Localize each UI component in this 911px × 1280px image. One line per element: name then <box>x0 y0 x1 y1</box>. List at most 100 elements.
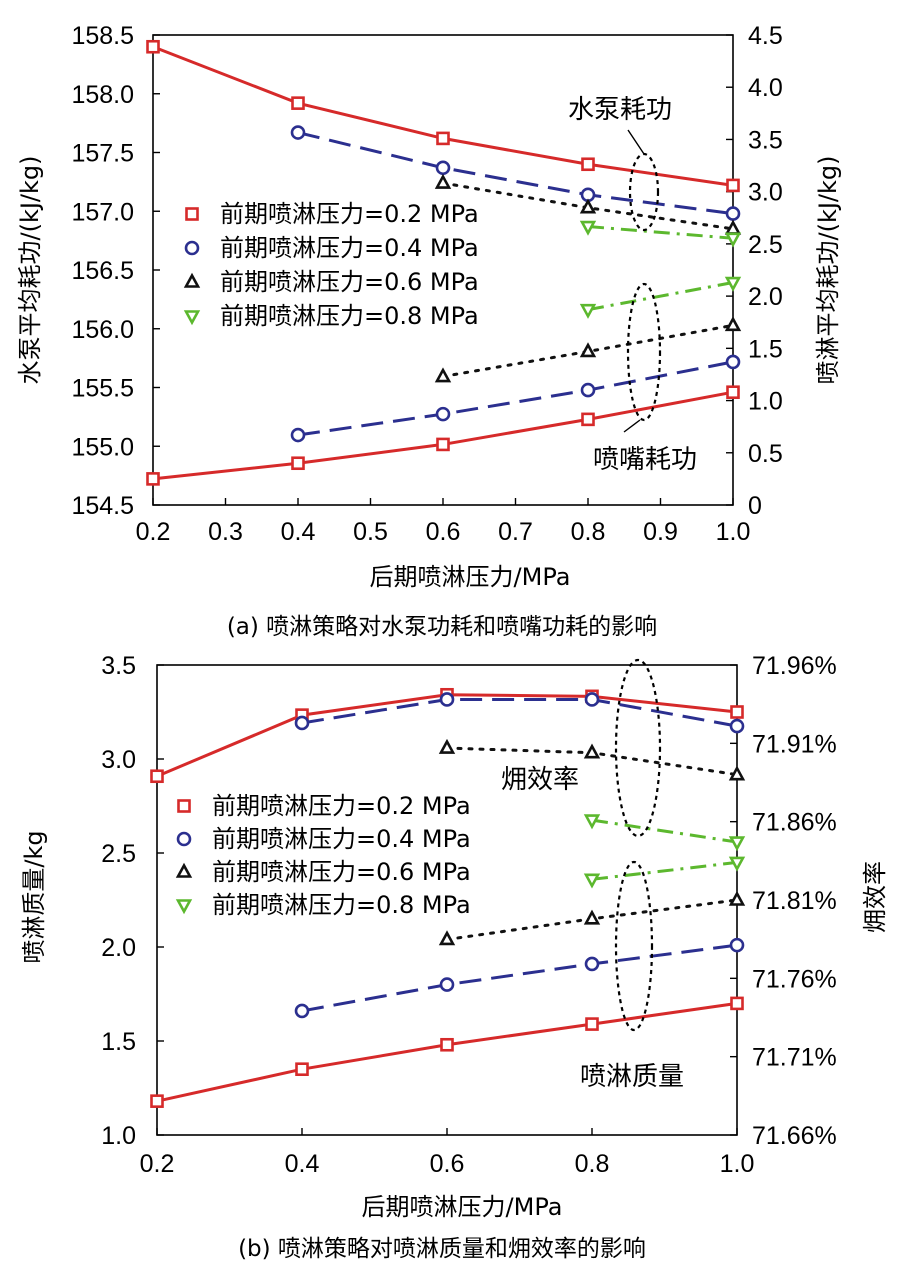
square-marker <box>726 385 740 400</box>
triangle-up-marker <box>434 367 452 383</box>
y-tick-label: 157.5 <box>71 140 134 168</box>
y2-tick-label: 71.91% <box>752 730 837 758</box>
triangle-up-marker <box>579 342 597 358</box>
square-marker <box>295 1062 309 1076</box>
circle-marker <box>580 382 596 398</box>
series-line <box>301 697 738 728</box>
series-1-1 <box>294 692 745 734</box>
square-marker <box>177 799 191 813</box>
y2-tick-label: 1.0 <box>748 388 783 416</box>
y2-axis-label: 㶲效率 <box>861 861 889 933</box>
triangle-up-marker <box>175 862 193 878</box>
legend: 前期喷淋压力=0.2 MPa 前期喷淋压力=0.4 MPa 前期喷淋压力=0.6 M… <box>175 792 471 919</box>
y-tick-label: 155.0 <box>71 433 134 461</box>
square-marker <box>730 996 744 1011</box>
triangle-up-marker <box>579 198 597 214</box>
circle-marker <box>435 406 451 422</box>
square-marker <box>185 207 199 221</box>
x-axis-label: 后期喷淋压力/MPa <box>370 563 571 591</box>
y-tick-label: 158.0 <box>71 81 134 109</box>
circle-marker <box>439 692 455 707</box>
series-0-5 <box>290 354 741 443</box>
y2-tick-label: 71.76% <box>752 965 837 993</box>
y-tick-label: 156.0 <box>71 316 134 344</box>
series-1-6 <box>438 890 746 946</box>
square-marker <box>436 131 450 146</box>
chart-a: 0.2 0.3 0.4 0.5 0.6 0.7 0.8 0.9 1.0 154.5 155.0 155… <box>16 22 842 640</box>
annotation-ellipse <box>614 658 662 838</box>
legend-item: 前期喷淋压力=0.4 MPa <box>176 825 471 853</box>
triangle-up-marker <box>724 316 742 332</box>
series-1-5 <box>294 937 745 1019</box>
y-tick-label: 3.0 <box>101 746 136 774</box>
x-tick-label: 0.4 <box>281 518 316 546</box>
triangle-down-marker <box>579 220 597 236</box>
legend-label: 前期喷淋压力=0.6 MPa <box>220 268 479 296</box>
legend: 前期喷淋压力=0.2 MPa 前期喷淋压力=0.4 MPa 前期喷淋压力=0.6 M… <box>183 200 479 330</box>
series-line <box>587 281 734 312</box>
x-tick-label: 0.5 <box>353 518 388 546</box>
legend-label: 前期喷淋压力=0.4 MPa <box>212 825 471 853</box>
triangle-up-marker <box>728 765 746 781</box>
series-1-2 <box>438 738 746 781</box>
legend-item: 前期喷淋压力=0.2 MPa <box>185 200 479 228</box>
y-tick-label: 154.5 <box>71 492 134 520</box>
circle-marker <box>729 937 745 953</box>
annotation-ellipse <box>628 152 660 232</box>
circle-marker <box>729 718 745 734</box>
square-marker <box>440 1037 454 1052</box>
square-marker <box>436 437 450 452</box>
square-marker <box>150 1094 164 1108</box>
triangle-up-marker <box>728 890 746 906</box>
triangle-up-marker <box>183 272 201 288</box>
square-marker <box>146 472 160 486</box>
triangle-up-marker <box>438 930 456 946</box>
triangle-up-marker <box>438 738 456 754</box>
legend-label: 前期喷淋压力=0.8 MPa <box>212 891 471 919</box>
legend-item: 前期喷淋压力=0.2 MPa <box>177 792 471 820</box>
y2-tick-label: 71.81% <box>752 887 837 915</box>
series-0-0 <box>146 39 740 193</box>
circle-marker <box>290 125 306 140</box>
y-tick-label: 2.5 <box>101 840 136 868</box>
series-0-7 <box>579 276 742 319</box>
y-axis-label: 水泵平均耗功/(kJ/kg) <box>16 155 44 384</box>
x-tick-label: 0.6 <box>426 518 461 546</box>
figure-caption: (b) 喷淋策略对喷淋质量和㶲效率的影响 <box>238 1236 646 1262</box>
y-axis-label: 喷淋质量/kg <box>20 830 48 963</box>
series-1-4 <box>150 996 744 1108</box>
figure-caption: (a) 喷淋策略对水泵功耗和喷嘴功耗的影响 <box>227 614 657 640</box>
y2-tick-label: 1.5 <box>748 335 783 363</box>
x-tick-label: 0.3 <box>208 518 243 546</box>
legend-item: 前期喷淋压力=0.8 MPa <box>175 891 471 919</box>
series-0-1 <box>290 125 741 221</box>
y-tick-label: 156.5 <box>71 257 134 285</box>
triangle-down-marker <box>724 232 742 248</box>
circle-marker <box>584 956 600 972</box>
circle-marker <box>290 427 306 443</box>
series-line <box>297 360 734 437</box>
triangle-down-marker <box>724 276 742 292</box>
annotation-leader <box>627 129 645 155</box>
square-marker <box>291 456 305 471</box>
legend-item: 前期喷淋压力=0.8 MPa <box>183 302 479 330</box>
triangle-down-marker <box>583 814 601 830</box>
series-line <box>301 943 738 1013</box>
annotation-text: 喷淋质量 <box>580 1062 684 1092</box>
y2-tick-label: 71.86% <box>752 809 837 837</box>
circle-marker <box>439 977 455 992</box>
square-marker <box>726 178 740 193</box>
y2-tick-label: 4.0 <box>748 74 783 102</box>
annotation-text: 㶲效率 <box>501 765 579 795</box>
circle-marker <box>725 206 741 221</box>
legend-item: 前期喷淋压力=0.6 MPa <box>183 268 479 296</box>
circle-marker <box>176 831 192 847</box>
y2-tick-label: 2.0 <box>748 283 783 311</box>
square-marker <box>581 157 595 172</box>
triangle-down-marker <box>579 303 597 319</box>
x-tick-label: 1.0 <box>720 1150 755 1178</box>
circle-marker <box>184 240 200 256</box>
x-tick-label: 1.0 <box>716 518 751 546</box>
legend-label: 前期喷淋压力=0.6 MPa <box>212 858 471 886</box>
series-0-4 <box>146 385 740 486</box>
